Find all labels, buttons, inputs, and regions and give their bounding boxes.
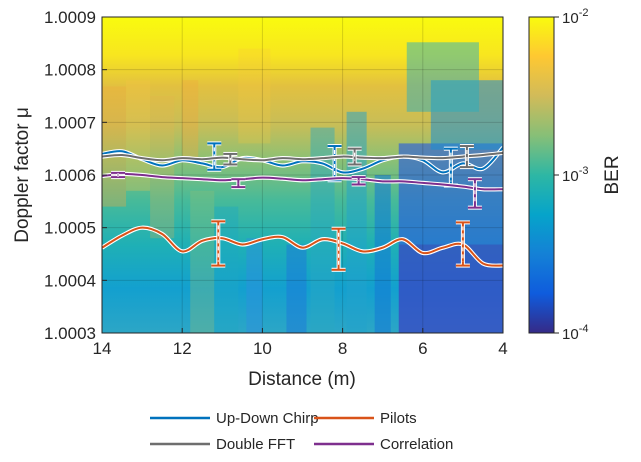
series-correlation [102, 170, 503, 210]
error-bar [459, 144, 474, 170]
heatmap-cell [190, 190, 215, 333]
y-tick-label: 1.0009 [44, 8, 96, 27]
heatmap-cell [246, 238, 263, 333]
series-pilots [102, 219, 503, 272]
y-tick-label: 1.0004 [44, 271, 96, 290]
heatmap-cell [102, 86, 127, 207]
legend-item: Correlation [314, 436, 453, 453]
error-bar [211, 219, 226, 268]
y-tick-label: 1.0006 [44, 166, 96, 185]
x-tick-label: 4 [498, 339, 507, 358]
error-bar [111, 170, 126, 180]
heatmap-cell [346, 111, 367, 333]
error-bar [223, 151, 238, 167]
grid [102, 17, 503, 333]
series-line [102, 151, 503, 162]
heatmap-cell [238, 48, 271, 144]
heatmap-cell [398, 244, 503, 333]
colorbar-gradient [528, 16, 555, 334]
legend-label: Up-Down Chirp [216, 410, 319, 427]
error-bar [351, 175, 366, 187]
y-tick-label: 1.0008 [44, 61, 96, 80]
colorbar-tick-label: 10-4 [562, 323, 588, 343]
error-bar [207, 141, 222, 172]
error-bar [231, 177, 246, 190]
colorbar-tick-label: 10-3 [562, 165, 588, 185]
y-axis: 1.0003 1.0004 1.0005 1.0006 1.0007 1.0008 1.00… [44, 8, 107, 343]
x-tick-label: 8 [338, 339, 347, 358]
series-line [102, 146, 503, 174]
x-tick-label: 14 [93, 339, 112, 358]
y-tick-label: 1.0003 [44, 324, 96, 343]
x-tick-label: 12 [173, 339, 192, 358]
y-tick-label: 1.0007 [44, 113, 96, 132]
legend-item: Double FFT [150, 436, 295, 453]
series-line [102, 172, 503, 191]
legend-item: Pilots [314, 410, 417, 427]
x-axis: 14 12 10 8 6 4 [93, 328, 508, 358]
legend-item: Up-Down Chirp [150, 410, 319, 427]
series-line [102, 226, 503, 267]
colorbar-ticks: 10-2 10-3 10-4 [554, 7, 588, 343]
error-bar [455, 220, 470, 268]
heatmap-cell [406, 42, 479, 112]
colorbar-label: BER [602, 155, 623, 194]
x-tick-label: 10 [253, 339, 272, 358]
legend-label: Double FFT [216, 436, 295, 453]
series-double-fft [102, 144, 503, 170]
x-tick-label: 6 [418, 339, 427, 358]
legend-label: Pilots [380, 410, 417, 427]
heatmap-cell [182, 80, 199, 160]
heatmap [102, 17, 503, 333]
colorbar: 10-2 10-3 10-4 BER [528, 7, 623, 343]
error-bar [467, 177, 482, 210]
error-bar [331, 226, 346, 272]
error-bar [347, 146, 362, 167]
y-axis-label: Doppler factor μ [12, 107, 33, 243]
series-layer [102, 141, 503, 272]
heatmap-cell [286, 244, 307, 333]
legend: Up-Down Chirp Pilots Double FFT Correlation [150, 410, 453, 453]
legend-label: Correlation [380, 436, 453, 453]
x-axis-label: Distance (m) [248, 369, 356, 390]
heatmap-cell [374, 175, 391, 333]
y-tick-label: 1.0005 [44, 219, 96, 238]
colorbar-tick-label: 10-2 [562, 7, 588, 27]
